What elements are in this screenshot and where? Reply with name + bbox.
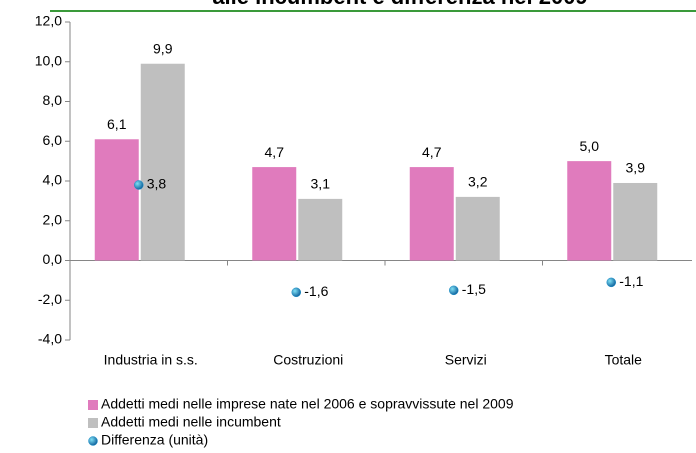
- bar: [613, 182, 658, 261]
- bar: [252, 167, 297, 261]
- data-label: -1,1: [619, 273, 643, 289]
- y-tick-label: 0,0: [43, 251, 63, 267]
- x-tick-label: Totale: [605, 352, 643, 368]
- x-tick-label: Costruzioni: [273, 352, 343, 368]
- data-label: 3,9: [626, 160, 646, 176]
- bar: [298, 198, 343, 261]
- y-tick-label: 12,0: [35, 13, 62, 29]
- diff-dot: [134, 180, 144, 190]
- y-tick-label: 4,0: [43, 172, 63, 188]
- legend-swatch: [88, 436, 98, 446]
- legend-swatch: [88, 418, 98, 428]
- bar: [140, 63, 185, 261]
- data-label: 3,2: [468, 174, 488, 190]
- data-label: 9,9: [153, 40, 173, 56]
- data-label: 4,7: [265, 144, 285, 160]
- y-tick-label: 8,0: [43, 92, 63, 108]
- diff-dot: [606, 277, 616, 288]
- bar: [409, 167, 454, 261]
- bar: [567, 161, 612, 261]
- legend-label: Differenza (unità): [101, 432, 208, 448]
- legend-label: Addetti medi nelle incumbent: [101, 414, 281, 430]
- data-label: -1,6: [304, 283, 328, 299]
- bar: [94, 139, 139, 261]
- legend-label: Addetti medi nelle imprese nate nel 2006…: [101, 396, 514, 412]
- bar: [455, 196, 500, 261]
- data-label: 3,8: [147, 176, 167, 192]
- y-tick-label: 10,0: [35, 52, 62, 68]
- data-label: 5,0: [580, 138, 600, 154]
- y-tick-label: 6,0: [43, 132, 63, 148]
- chart-title: alle incumbent e differenza nel 2009: [212, 0, 587, 9]
- y-tick-label: -4,0: [38, 331, 62, 347]
- data-label: 4,7: [422, 144, 442, 160]
- data-label: -1,5: [462, 281, 486, 297]
- data-label: 3,1: [311, 176, 331, 192]
- diff-dot: [449, 285, 459, 296]
- y-tick-label: -2,0: [38, 291, 62, 307]
- diff-dot: [291, 287, 301, 298]
- x-tick-label: Industria in s.s.: [104, 352, 198, 368]
- x-tick-label: Servizi: [445, 352, 487, 368]
- legend-swatch: [88, 400, 98, 410]
- y-tick-label: 2,0: [43, 211, 63, 227]
- data-label: 6,1: [107, 116, 127, 132]
